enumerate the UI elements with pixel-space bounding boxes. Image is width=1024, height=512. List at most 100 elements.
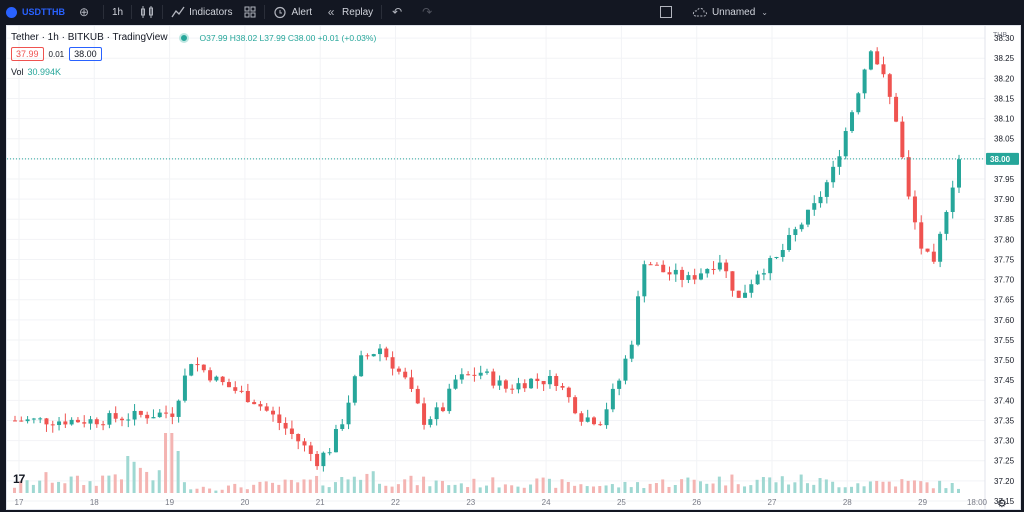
candle-body: [38, 418, 43, 420]
last-price-label: 38.00: [990, 155, 1011, 164]
candle-body: [220, 376, 225, 383]
sell-price-button[interactable]: 37.99: [11, 47, 44, 61]
volume-bar: [422, 476, 426, 493]
volume-bar: [560, 479, 564, 493]
chart-type-button[interactable]: [134, 0, 160, 24]
volume-bar: [69, 476, 73, 493]
volume-bar: [208, 488, 212, 493]
price-chart-canvas[interactable]: THB38.3038.2538.2038.1538.1038.0538.0037…: [7, 26, 1020, 509]
candle-body: [195, 364, 200, 366]
volume-bar: [912, 480, 916, 493]
volume-bar: [698, 481, 702, 493]
candle-body: [824, 182, 829, 197]
volume-bar: [610, 484, 614, 493]
volume-bar: [931, 488, 935, 493]
candle-body: [327, 452, 332, 454]
candle-body: [887, 74, 892, 97]
templates-button[interactable]: [238, 0, 262, 24]
candle-body: [75, 419, 80, 423]
candle-body: [535, 378, 540, 382]
undo-button[interactable]: ↶: [384, 0, 414, 24]
candle-body: [648, 264, 653, 266]
square-icon: [659, 6, 672, 18]
volume-bar: [378, 483, 382, 493]
interval-button[interactable]: 1h: [106, 0, 129, 24]
candle-body: [396, 368, 401, 372]
candle-body: [340, 424, 345, 429]
price-tick-label: 37.50: [994, 356, 1015, 365]
replay-label: Replay: [342, 6, 374, 18]
fullscreen-button[interactable]: [654, 0, 678, 24]
price-axis-currency: THB: [993, 32, 1007, 39]
volume-bar: [289, 479, 293, 493]
candle-body: [894, 96, 899, 122]
indicators-button[interactable]: Indicators: [165, 0, 238, 24]
redo-button[interactable]: ↷: [414, 0, 444, 24]
candle-body: [541, 381, 546, 385]
time-tick-label: 28: [843, 498, 852, 507]
price-tick-label: 37.45: [994, 376, 1015, 385]
candle-body: [208, 370, 213, 381]
candle-body: [113, 413, 118, 419]
volume-bar: [459, 483, 463, 493]
candle-body: [365, 355, 370, 357]
buy-price-button[interactable]: 38.00: [69, 47, 102, 61]
candle-body: [321, 452, 326, 467]
volume-bar: [352, 476, 356, 493]
candle-body: [126, 419, 131, 421]
candle-body: [472, 374, 477, 376]
volume-bar: [283, 479, 287, 493]
candle-body: [201, 364, 206, 371]
undo-icon: ↶: [392, 5, 403, 19]
volume-bar: [730, 474, 734, 493]
candle-body: [705, 268, 710, 274]
price-tick-label: 37.35: [994, 416, 1015, 425]
candle-body: [428, 419, 433, 425]
volume-legend: Vol 30.994K: [11, 67, 61, 77]
volume-bar: [258, 481, 262, 493]
volume-bar: [132, 461, 136, 493]
chart-pane[interactable]: THB38.3038.2538.2038.1538.1038.0538.0037…: [6, 25, 1021, 510]
symbol-search[interactable]: USDTTHB: [0, 0, 71, 24]
price-tick-label: 37.95: [994, 175, 1015, 184]
price-tick-label: 38.10: [994, 115, 1015, 124]
volume-bar: [617, 487, 621, 493]
volume-bar: [824, 479, 828, 493]
volume-bar: [390, 486, 394, 493]
candle-body: [57, 421, 62, 426]
redo-icon: ↷: [422, 5, 433, 19]
volume-bar: [428, 486, 432, 493]
tradingview-logo[interactable]: 17: [13, 472, 25, 486]
layout-menu[interactable]: Unnamed ⌄: [686, 0, 774, 24]
spread-value: 0.01: [48, 49, 65, 59]
candle-body: [900, 121, 905, 158]
rewind-icon: «: [327, 5, 335, 19]
candle-body: [711, 268, 716, 270]
volume-bar: [780, 476, 784, 493]
price-tick-label: 38.20: [994, 74, 1015, 83]
candle-body: [950, 187, 955, 212]
candle-body: [585, 417, 590, 422]
volume-bar: [466, 487, 470, 493]
price-tick-label: 37.40: [994, 396, 1015, 405]
candle-body: [510, 388, 515, 390]
candle-body: [170, 413, 175, 417]
volume-bar: [145, 471, 149, 493]
candle-body: [466, 374, 471, 376]
volume-bar: [636, 482, 640, 493]
candle-body: [390, 357, 395, 369]
volume-bar: [472, 478, 476, 493]
time-tick-label: 29: [918, 498, 927, 507]
candle-body: [296, 433, 301, 442]
compare-symbol-button[interactable]: ⊕: [71, 0, 101, 24]
volume-bar: [661, 479, 665, 493]
alert-button[interactable]: Alert: [267, 0, 318, 24]
price-tick-label: 38.15: [994, 94, 1015, 103]
candle-body: [938, 233, 943, 262]
volume-bar: [850, 486, 854, 493]
volume-bar: [579, 484, 583, 493]
volume-bar: [705, 483, 709, 493]
bid-ask: 37.99 0.01 38.00: [11, 47, 102, 61]
replay-button[interactable]: « Replay: [318, 0, 379, 24]
candle-body: [831, 166, 836, 183]
